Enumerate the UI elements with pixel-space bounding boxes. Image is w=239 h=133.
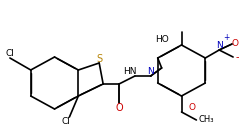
Text: +: +	[223, 34, 229, 43]
Text: Cl: Cl	[61, 117, 70, 126]
Text: HN: HN	[123, 66, 137, 76]
Text: O: O	[115, 103, 123, 113]
Text: S: S	[96, 54, 102, 64]
Text: -: -	[235, 52, 239, 62]
Text: HO: HO	[155, 36, 168, 45]
Text: N: N	[147, 66, 154, 76]
Text: O: O	[232, 40, 239, 49]
Text: N: N	[216, 41, 223, 49]
Text: O: O	[188, 103, 196, 113]
Text: CH₃: CH₃	[198, 115, 214, 124]
Text: Cl: Cl	[6, 49, 15, 57]
